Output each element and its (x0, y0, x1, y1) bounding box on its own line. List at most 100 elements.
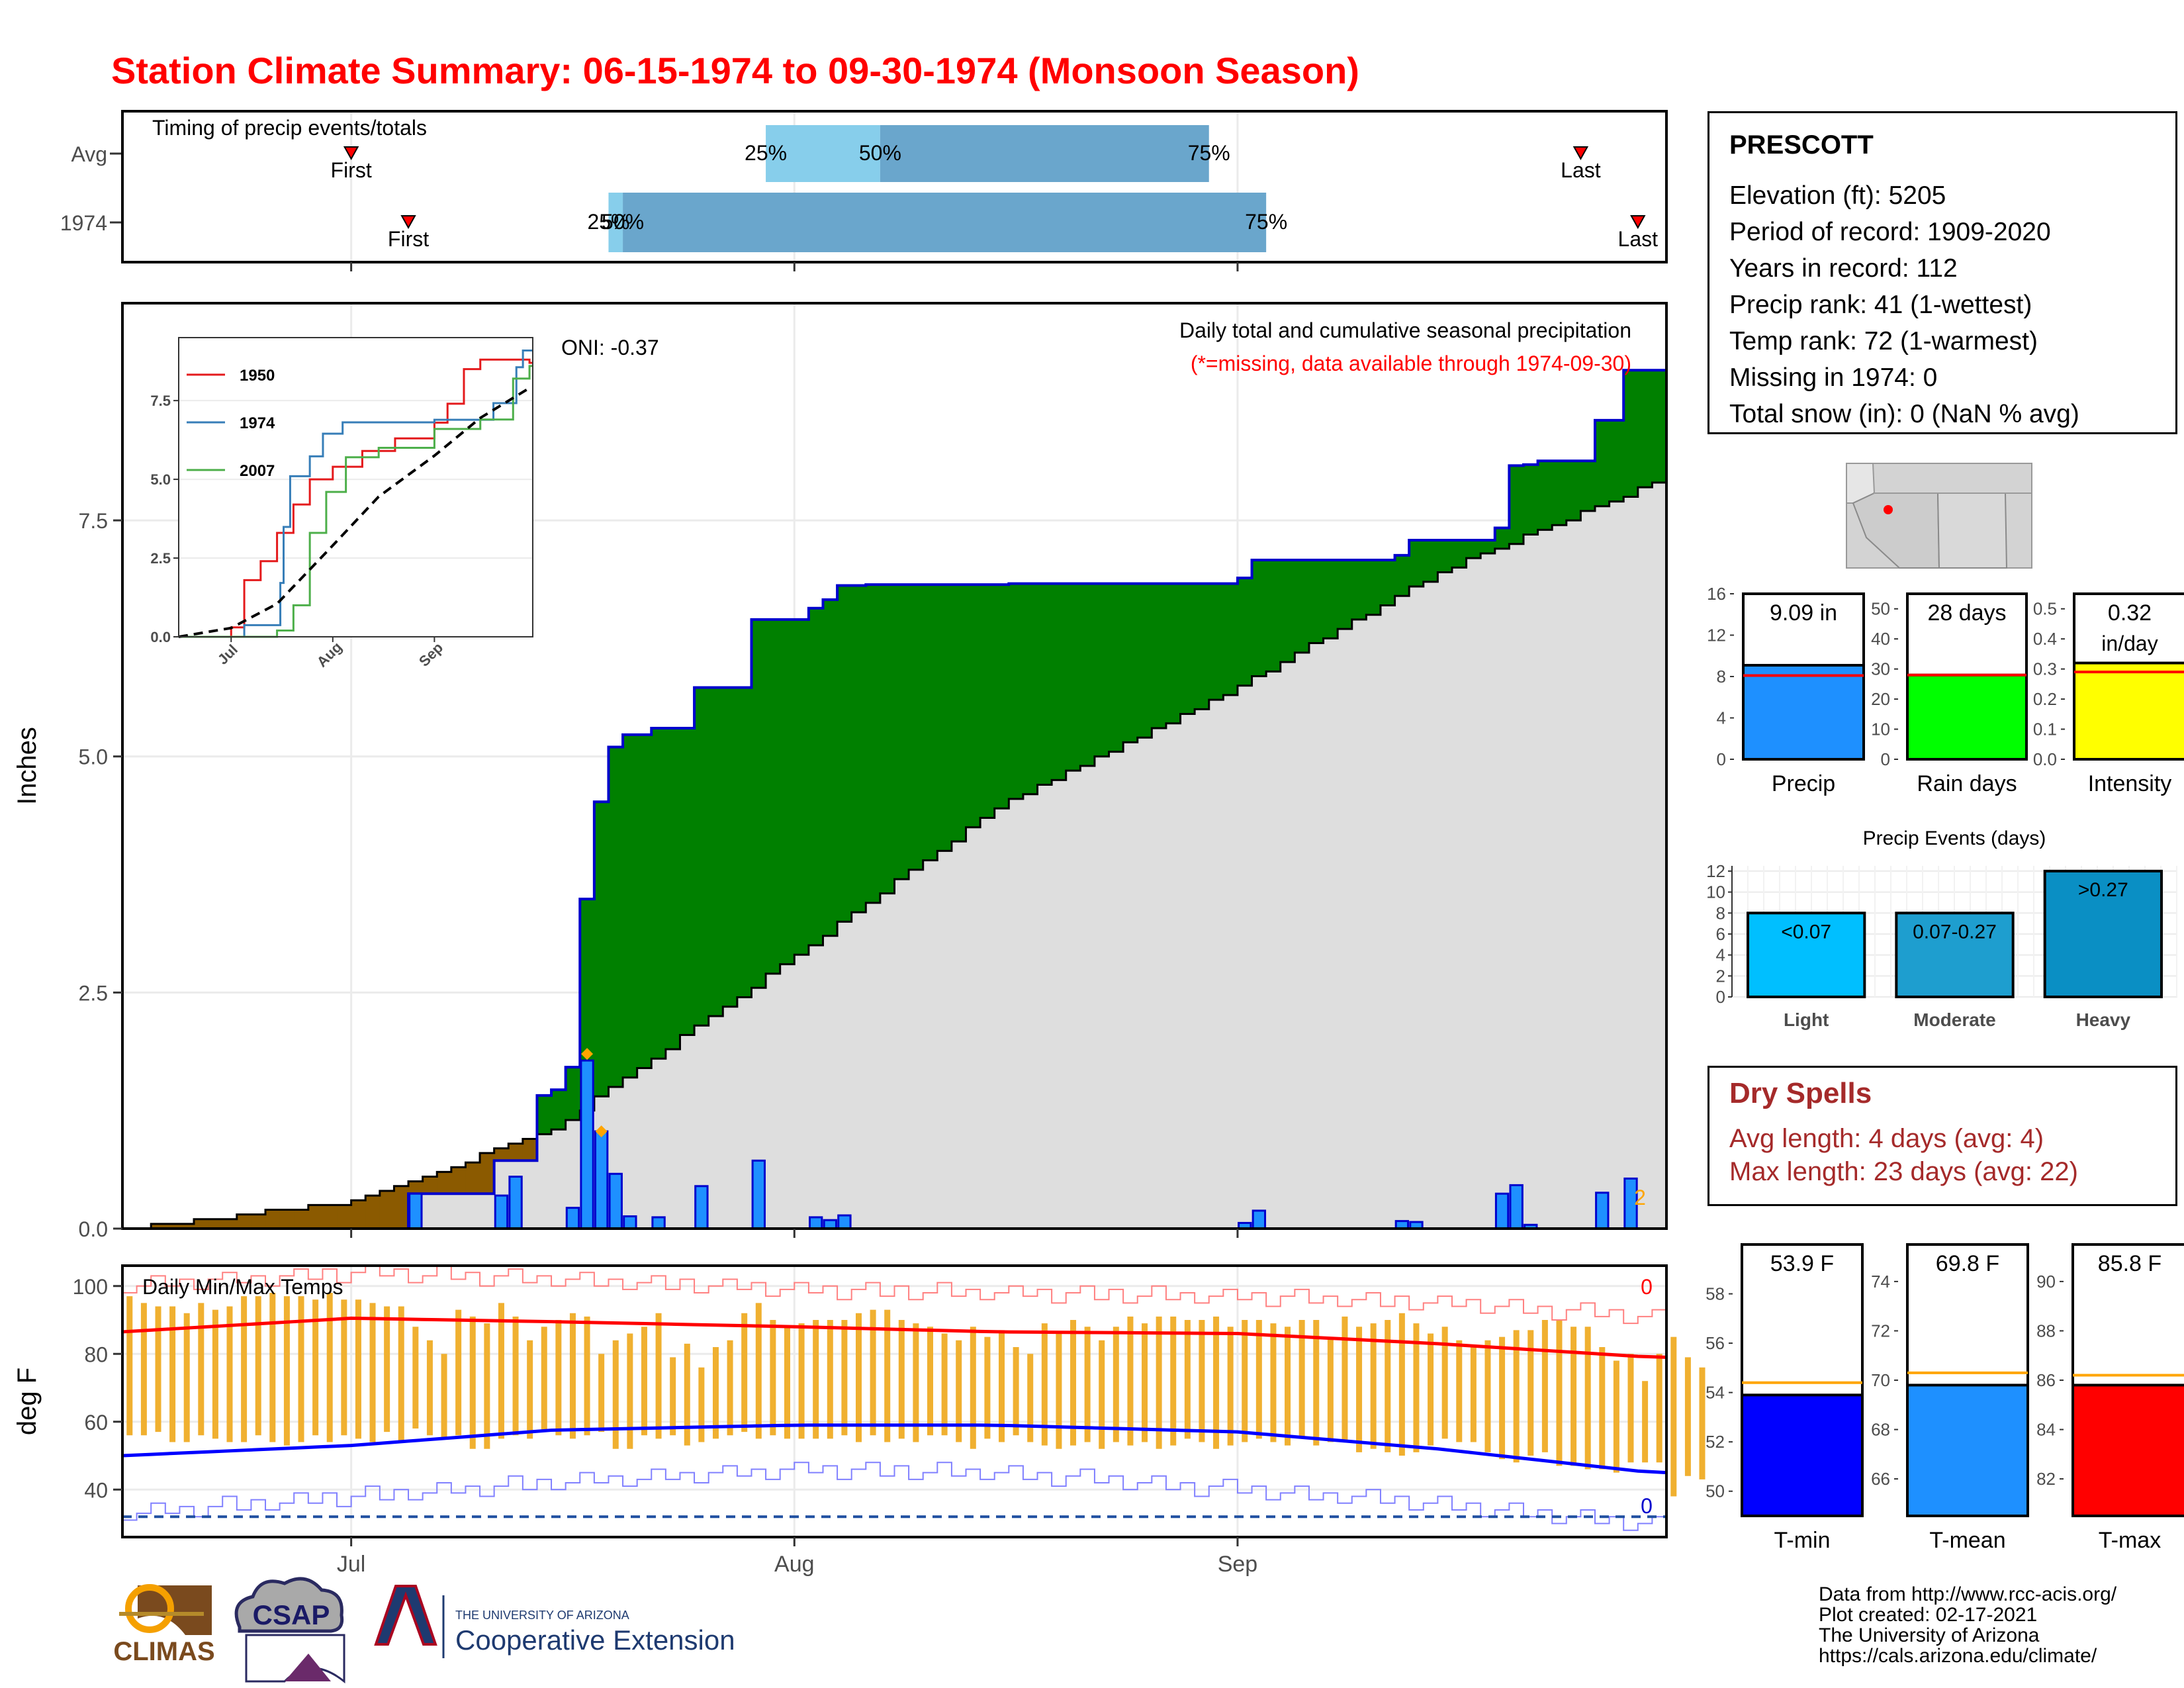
timing-first-label: First (331, 158, 372, 182)
deficit-segment (422, 1176, 437, 1194)
summary-bar-tick-label: 16 (1707, 584, 1726, 604)
surplus-segment (1580, 461, 1596, 511)
precip-events-category-label: Heavy (2076, 1009, 2131, 1030)
daily-temp-range-bar (1227, 1327, 1234, 1446)
precip-y-tick-label: 0.0 (79, 1217, 108, 1241)
dry-avg-length: Avg length: 4 days (avg: 4) (1729, 1124, 2044, 1153)
daily-temp-range-bar (884, 1309, 891, 1442)
daily-temp-range-bar (655, 1313, 662, 1439)
summary-bar-chart-0 (1730, 592, 1865, 761)
surplus-segment (1308, 560, 1324, 643)
temp-bar-tick-label: 72 (1871, 1321, 1890, 1340)
temperature-y-tick-label: 100 (73, 1275, 108, 1299)
daily-temp-range-bar (512, 1316, 519, 1436)
surplus-segment (1594, 420, 1610, 506)
daily-temp-range-bar (183, 1313, 190, 1442)
summary-bar-tick-label: 0 (1881, 749, 1890, 769)
precip-events-tick-label: 0 (1716, 987, 1725, 1007)
surplus-segment (1180, 583, 1195, 714)
summary-bar-value-label: 9.09 in (1770, 600, 1837, 626)
surplus-segment (866, 585, 881, 903)
summary-bar-tick-label: 40 (1871, 629, 1890, 649)
summary-bar-category-label: Rain days (1917, 771, 2017, 796)
daily-temp-range-bar (569, 1313, 576, 1439)
daily-temp-range-bar (140, 1303, 147, 1436)
csap-logo-mountain-icon (285, 1654, 331, 1681)
daily-temp-range-bar (312, 1299, 319, 1436)
temperature-y-tick-label: 40 (84, 1478, 108, 1502)
temp-bar-tick-label: 54 (1706, 1383, 1725, 1403)
daily-temp-range-bar (1084, 1327, 1091, 1442)
daily-temp-range-bar (1370, 1323, 1377, 1449)
daily-temp-range-bar (1242, 1320, 1248, 1442)
surplus-segment (623, 734, 638, 1078)
timing-p25-label: 25% (745, 141, 787, 165)
daily-temp-range-bar (1656, 1354, 1662, 1463)
daily-temp-range-bar (1613, 1360, 1619, 1473)
daily-precip-bar (494, 1194, 509, 1230)
summary-bar-tick-label: 0.4 (2033, 629, 2057, 649)
deficit-segment (251, 1214, 266, 1229)
info-years: Years in record: 112 (1729, 254, 1958, 283)
temp-bar-chart-1 (1894, 1243, 2029, 1518)
daily-temp-range-bar (1428, 1333, 1434, 1446)
timing-row-label: 1974 (60, 211, 107, 235)
dry-spells-title: Dry Spells (1729, 1077, 1872, 1109)
surplus-segment (1351, 560, 1367, 620)
daily-temp-range-bar (1156, 1316, 1162, 1449)
daily-temp-range-bar (541, 1327, 547, 1432)
daily-temp-range-bar (1255, 1320, 1262, 1439)
daily-temp-range-bar (1213, 1316, 1220, 1449)
temp-bar-tick-label: 88 (2036, 1321, 2056, 1340)
daily-precip-bar (694, 1185, 709, 1230)
precip-events-chart (1728, 866, 2177, 999)
daily-temp-range-bar (841, 1320, 848, 1436)
daily-precip-bar (580, 1059, 594, 1230)
temp-bar-chart-0 (1729, 1243, 1864, 1517)
daily-temp-range-bar (1413, 1323, 1420, 1452)
daily-precip-bar (594, 1130, 609, 1230)
precip-panel-border (121, 302, 1668, 1230)
temp-bar-tick-label: 58 (1706, 1284, 1725, 1304)
info-snow: Total snow (in): 0 (NaN % avg) (1729, 400, 2079, 428)
surplus-segment (1338, 560, 1353, 630)
daily-precip-bar (508, 1176, 523, 1230)
daily-temp-range-bar (1385, 1320, 1391, 1452)
summary-bar-value-label: 0.32 (2108, 600, 2152, 626)
surplus-segment (537, 1095, 552, 1135)
daily-temp-range-bar (827, 1320, 833, 1439)
inset-border (178, 337, 533, 637)
daily-temp-range-bar (1398, 1313, 1405, 1456)
extreme-precip-marker (581, 1048, 594, 1060)
daily-temp-range-bar (255, 1296, 261, 1436)
summary-bar-tick-label: 50 (1871, 599, 1890, 619)
timing-p50-label: 50% (859, 141, 901, 165)
timing-bar-lower-half (766, 125, 880, 182)
daily-temp-range-bar (727, 1340, 733, 1436)
daily-temp-range-bar (441, 1354, 447, 1439)
daily-temp-range-bar (984, 1336, 991, 1439)
surplus-segment (651, 727, 666, 1059)
temp-bar-tick-label: 56 (1706, 1333, 1725, 1353)
daily-temp-range-bar (341, 1299, 347, 1436)
daily-temp-range-bar (1699, 1367, 1706, 1479)
locator-map (1846, 463, 2032, 569)
summary-bar-value (2073, 661, 2184, 761)
deficit-segment (408, 1181, 424, 1194)
daily-temp-range-bar (398, 1306, 404, 1442)
daily-precip-bar (1509, 1184, 1524, 1230)
info-temp-rank: Temp rank: 72 (1-warmest) (1729, 327, 2038, 355)
daily-temp-range-bar (269, 1293, 276, 1442)
surplus-segment (1251, 560, 1267, 677)
daily-precip-bar (1595, 1192, 1610, 1230)
daily-precip-bar (651, 1216, 666, 1230)
daily-precip-bar (565, 1207, 580, 1230)
surplus-segment (1652, 370, 1667, 483)
daily-precip-bar (608, 1172, 623, 1230)
month-axis-label: Aug (774, 1552, 815, 1577)
daily-precip-bar (751, 1159, 766, 1230)
daily-temp-range-bar (898, 1320, 905, 1439)
main-title: Station Climate Summary: 06-15-1974 to 0… (111, 50, 1359, 91)
inset-legend-label: 1974 (240, 414, 275, 432)
